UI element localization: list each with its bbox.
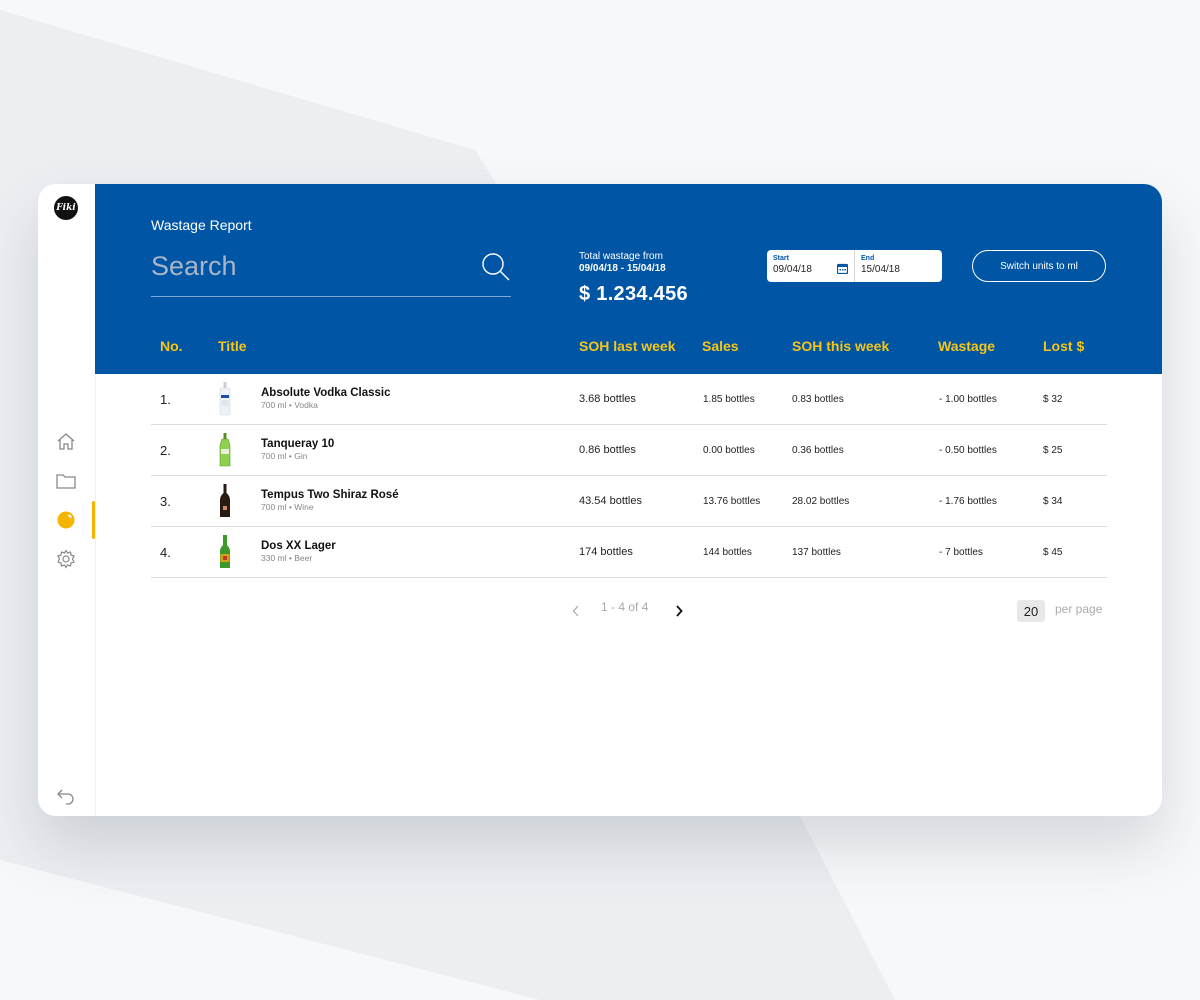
start-date-field[interactable]: Start 09/04/18 (767, 250, 854, 282)
vodka-bottle-image (219, 382, 231, 416)
soh-this-week: 0.36 bottles (792, 444, 844, 456)
main-content: Wastage Report Total wastage from 09/04/… (95, 184, 1162, 816)
table-row[interactable]: 4. Dos XX Lager 330 ml • Beer 174 bottle… (151, 527, 1107, 578)
search-icon[interactable] (481, 252, 511, 282)
soh-this-week: 0.83 bottles (792, 393, 844, 405)
lost-amount: $ 25 (1043, 444, 1063, 456)
column-header-sales[interactable]: Sales (702, 338, 739, 354)
soh-this-week: 28.02 bottles (792, 495, 850, 507)
sidebar-item-settings[interactable] (55, 548, 77, 570)
product-title: Tanqueray 10 700 ml • Gin (261, 437, 334, 462)
per-page-select[interactable]: 20 (1017, 600, 1045, 622)
product-name[interactable]: Tanqueray 10 (261, 438, 335, 450)
product-meta: 330 ml • Beer (261, 553, 313, 563)
sidebar-item-wastage[interactable] (55, 509, 77, 531)
search-input[interactable] (151, 248, 451, 284)
start-date-label: Start (773, 255, 789, 262)
wine-bottle-image (220, 484, 230, 517)
per-page-label: per page (1055, 602, 1103, 616)
soh-last-week: 3.68 bottles (579, 393, 636, 405)
product-meta: 700 ml • Gin (261, 451, 308, 461)
prev-page-icon[interactable] (572, 605, 580, 617)
soh-this-week: 137 bottles (792, 546, 841, 558)
sales: 1.85 bottles (703, 393, 755, 405)
sales: 0.00 bottles (703, 444, 755, 456)
search-bar (151, 244, 511, 297)
soh-last-week: 43.54 bottles (579, 495, 642, 507)
pagination-range: 1 - 4 of 4 (601, 600, 649, 614)
soh-last-week: 174 bottles (579, 546, 633, 558)
page-title: Wastage Report (151, 217, 252, 233)
wastage: - 1.00 bottles (939, 393, 997, 405)
column-header-soh-last-week[interactable]: SOH last week (579, 338, 676, 354)
column-header-wastage[interactable]: Wastage (938, 338, 996, 354)
column-header-no[interactable]: No. (160, 338, 183, 354)
next-page-icon[interactable] (675, 605, 683, 617)
gin-bottle-image (219, 433, 231, 467)
table-row[interactable]: 2. Tanqueray 10 700 ml • Gin 0.86 bottle… (151, 425, 1107, 476)
product-title: Dos XX Lager 330 ml • Beer (261, 539, 336, 564)
product-meta: 700 ml • Wine (261, 502, 314, 512)
end-date-field[interactable]: End 15/04/18 (854, 250, 942, 282)
soh-last-week: 0.86 bottles (579, 444, 636, 456)
lost-amount: $ 32 (1043, 393, 1063, 405)
calendar-icon[interactable] (837, 263, 848, 274)
total-wastage: Total wastage from 09/04/18 - 15/04/18 $… (579, 251, 688, 306)
column-header-lost[interactable]: Lost $ (1043, 338, 1085, 354)
wastage-table: 1. Absolute Vodka Classic 700 ml • Vodka… (151, 374, 1107, 578)
folder-icon (56, 474, 76, 489)
end-date-label: End (861, 255, 875, 262)
row-number: 4. (160, 544, 171, 560)
column-header-title[interactable]: Title (218, 338, 247, 354)
table-row[interactable]: 1. Absolute Vodka Classic 700 ml • Vodka… (151, 374, 1107, 425)
sidebar-item-home[interactable] (55, 431, 77, 453)
switch-units-button[interactable]: Switch units to ml (972, 250, 1106, 282)
row-number: 3. (160, 493, 171, 509)
product-name[interactable]: Absolute Vodka Classic (261, 387, 391, 399)
product-name[interactable]: Tempus Two Shiraz Rosé (261, 489, 399, 501)
app-window: Fiki Wastage Report Total wastage from (38, 184, 1162, 816)
wastage: - 0.50 bottles (939, 444, 997, 456)
wastage: - 7 bottles (939, 546, 983, 558)
wastage: - 1.76 bottles (939, 495, 997, 507)
row-number: 1. (160, 391, 171, 407)
lost-amount: $ 45 (1043, 546, 1063, 558)
total-wastage-amount: $ 1.234.456 (579, 283, 688, 305)
gear-icon (57, 549, 75, 569)
sales: 13.76 bottles (703, 495, 761, 507)
sidebar: Fiki (38, 184, 96, 816)
product-name[interactable]: Dos XX Lager (261, 540, 336, 552)
wastage-icon (57, 511, 75, 529)
end-date-value: 15/04/18 (861, 264, 900, 275)
total-wastage-label: Total wastage from (579, 251, 663, 262)
back-button[interactable] (55, 786, 77, 808)
home-icon (57, 433, 75, 450)
sidebar-item-folder[interactable] (55, 470, 77, 492)
back-arrow-icon (57, 789, 74, 805)
lost-amount: $ 34 (1043, 495, 1063, 507)
product-title: Tempus Two Shiraz Rosé 700 ml • Wine (261, 488, 399, 513)
report-header: Wastage Report Total wastage from 09/04/… (95, 184, 1162, 374)
total-wastage-range: 09/04/18 - 15/04/18 (579, 263, 666, 274)
logo: Fiki (54, 196, 78, 220)
product-meta: 700 ml • Vodka (261, 400, 318, 410)
product-title: Absolute Vodka Classic 700 ml • Vodka (261, 386, 391, 411)
column-header-soh-this-week[interactable]: SOH this week (792, 338, 890, 354)
beer-bottle-image (220, 535, 230, 568)
sales: 144 bottles (703, 546, 752, 558)
active-indicator (92, 501, 95, 539)
start-date-value: 09/04/18 (773, 264, 812, 275)
row-number: 2. (160, 442, 171, 458)
table-row[interactable]: 3. Tempus Two Shiraz Rosé 700 ml • Wine … (151, 476, 1107, 527)
date-range-picker: Start 09/04/18 End 15/04/18 (767, 250, 942, 282)
